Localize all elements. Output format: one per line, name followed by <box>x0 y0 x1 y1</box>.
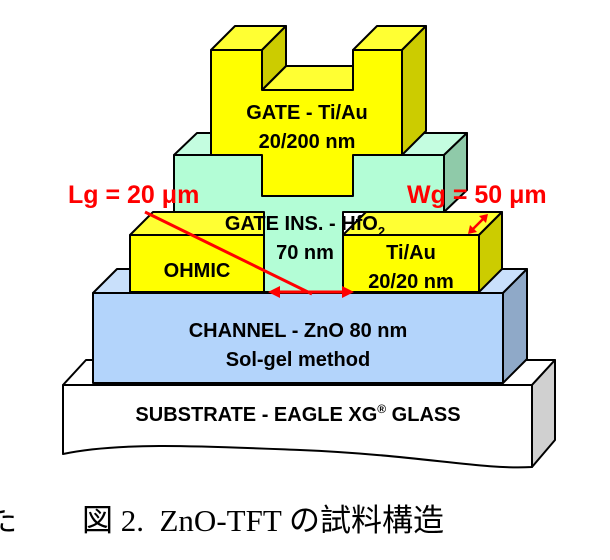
gate-label: GATE - Ti/Au <box>246 102 367 124</box>
ohmic-right-material: Ti/Au <box>386 242 436 264</box>
lg-annotation: Lg = 20 μm <box>68 181 354 298</box>
wg-label: Wg = 50 μm <box>407 181 547 209</box>
lg-label: Lg = 20 μm <box>68 181 199 209</box>
wg-annotation: Wg = 50 μm <box>407 181 547 234</box>
ohmic-right <box>342 211 503 293</box>
ohmic-label: OHMIC <box>164 260 231 282</box>
caption-fragment: た <box>0 503 17 538</box>
wg-dimension-arrow <box>471 217 485 231</box>
channel-label: CHANNEL - ZnO 80 nm <box>189 320 408 342</box>
lg-leader-line <box>144 210 313 296</box>
figure-caption: 図 2. ZnO-TFT の試料構造 <box>82 503 444 538</box>
channel-method-label: Sol-gel method <box>226 349 370 371</box>
ohmic-right-thickness: 20/20 nm <box>368 271 454 293</box>
insulator-label: GATE INS. - HfO2 <box>225 213 385 239</box>
insulator-thickness: 70 nm <box>276 242 334 264</box>
gate-electrode: GATE - Ti/Au 20/200 nm <box>210 25 427 197</box>
substrate-label: SUBSTRATE - EAGLE XG® GLASS <box>135 402 460 426</box>
gate-thickness: 20/200 nm <box>259 131 356 153</box>
